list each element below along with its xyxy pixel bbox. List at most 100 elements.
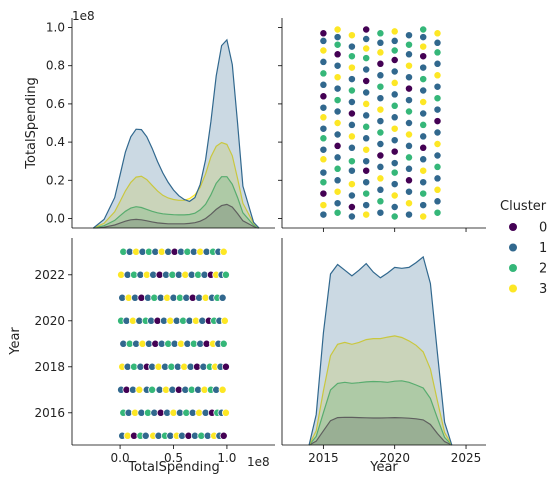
scatter-point xyxy=(362,99,371,108)
scatter-point xyxy=(376,48,385,57)
scatter-point xyxy=(419,212,428,221)
scatter-point xyxy=(333,96,342,105)
scatter-point xyxy=(333,73,342,82)
scatter-point xyxy=(376,94,385,103)
scatter-point xyxy=(347,157,356,166)
scatter-point xyxy=(419,132,428,141)
y-tick-label-spending: 0.4 xyxy=(46,135,65,149)
y-tick-label-spending: 0.6 xyxy=(46,97,65,111)
scatter-point xyxy=(405,50,413,59)
scatter-point xyxy=(221,362,230,371)
scatter-point xyxy=(362,54,371,63)
legend-label-cluster-0: 0 xyxy=(539,221,547,236)
scatter-point xyxy=(419,178,428,187)
scatter-point xyxy=(405,176,413,185)
scatter-point xyxy=(319,145,328,154)
scatter-point xyxy=(433,197,442,206)
scatter-point xyxy=(419,25,428,34)
scatter-point xyxy=(362,88,371,97)
scatter-point xyxy=(178,431,186,440)
scatter-point xyxy=(419,86,428,95)
scatter-point xyxy=(362,65,371,74)
x-tick-label-year: 2015 xyxy=(308,451,339,465)
scatter-point xyxy=(405,199,413,208)
y-tick-label-spending: 0.0 xyxy=(46,211,65,225)
kde-fill-cluster-1 xyxy=(93,39,260,229)
scatter-point xyxy=(433,38,442,47)
scatter-point xyxy=(319,113,328,122)
scatter-point xyxy=(433,117,442,126)
scatter-point xyxy=(333,50,342,59)
scatter-point xyxy=(319,124,328,133)
scatter-point xyxy=(390,46,399,55)
scatter-point xyxy=(390,78,399,87)
kde-line-cluster-0 xyxy=(308,416,453,446)
scatter-point xyxy=(390,168,399,177)
scatter-point xyxy=(419,166,428,175)
scatter-point xyxy=(405,107,413,116)
scatter-point xyxy=(433,174,442,183)
scatter-point xyxy=(405,31,413,40)
scatter-point xyxy=(333,199,342,208)
scatter-point xyxy=(319,201,328,210)
kde-fill-cluster-3 xyxy=(309,335,452,445)
scatter-point xyxy=(333,25,342,34)
legend-label-cluster-2: 2 xyxy=(539,262,547,277)
scatter-point xyxy=(319,189,328,198)
scatter-point xyxy=(433,71,442,80)
scatter-point xyxy=(347,143,356,152)
scatter-point xyxy=(376,185,385,194)
scatter-point xyxy=(405,141,413,150)
scatter-point xyxy=(405,210,413,219)
legend-marker-cluster-2 xyxy=(509,264,517,272)
scatter-point xyxy=(333,176,342,185)
scatter-point xyxy=(362,145,371,154)
scatter-point xyxy=(174,270,183,279)
scatter-point xyxy=(433,82,442,91)
kde-line-cluster-2 xyxy=(308,380,453,446)
y-tick-label-year: 2020 xyxy=(34,314,65,328)
scatter-point xyxy=(376,162,385,171)
scatter-point xyxy=(390,147,399,156)
scatter-point xyxy=(362,134,371,143)
scatter-point xyxy=(198,316,207,325)
scatter-point xyxy=(362,178,371,187)
y-tick-label-spending: 1.0 xyxy=(46,21,65,35)
scatter-point xyxy=(405,187,413,196)
kde-fill-cluster-3 xyxy=(93,142,260,228)
scatter-point xyxy=(433,105,442,114)
scatter-point xyxy=(319,210,328,219)
scatter-point xyxy=(319,36,328,45)
scatter-point xyxy=(376,128,385,137)
scatter-point xyxy=(347,109,356,118)
kde-fill-cluster-1 xyxy=(309,256,452,445)
scatter-point xyxy=(405,96,413,105)
kde-fill-cluster-0 xyxy=(309,417,452,445)
scatter-point xyxy=(219,339,228,348)
scatter-point xyxy=(419,33,428,42)
scatter-point xyxy=(319,103,328,112)
scatter-point xyxy=(362,122,371,131)
scatter-point xyxy=(218,293,227,302)
scatter-point xyxy=(419,201,428,210)
scatter-point xyxy=(347,98,356,106)
scatter-point xyxy=(195,293,204,302)
scatter-point xyxy=(319,168,328,177)
scatter-point xyxy=(154,362,163,371)
scatter-point xyxy=(117,270,126,279)
scatter-point xyxy=(362,111,371,120)
scatter-point xyxy=(419,52,428,61)
x-offset-label: 1e8 xyxy=(247,455,270,469)
scatter-point xyxy=(333,208,342,217)
scatter-point xyxy=(219,431,228,440)
scatter-point xyxy=(433,140,442,148)
scatter-point xyxy=(333,141,342,150)
scatter-point xyxy=(390,27,399,36)
scatter-point xyxy=(390,67,399,76)
scatter-point xyxy=(220,316,229,325)
kde-fill-cluster-0 xyxy=(93,204,260,228)
scatter-point xyxy=(362,157,371,166)
scatter-point xyxy=(419,143,428,152)
scatter-point xyxy=(333,107,342,116)
scatter-point xyxy=(419,189,428,198)
